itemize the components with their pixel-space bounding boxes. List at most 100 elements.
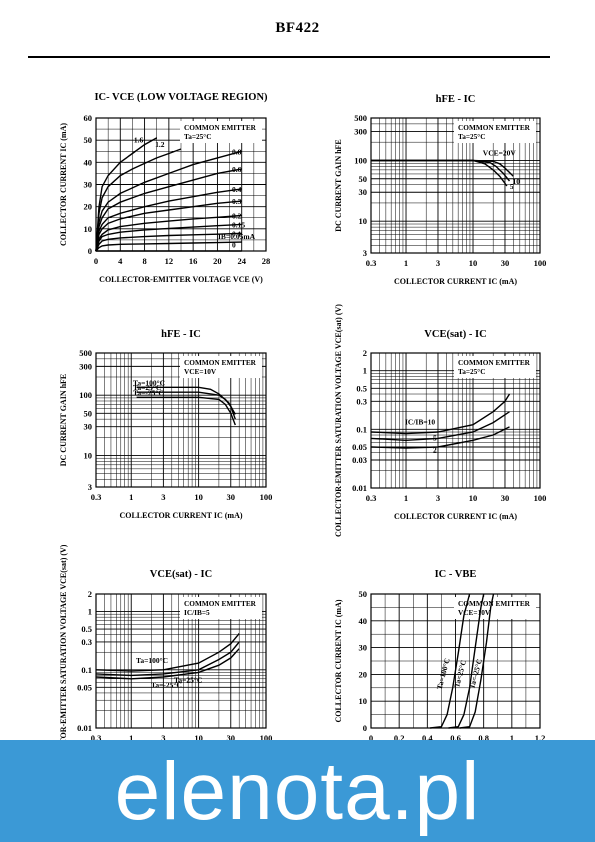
x-tick-label: 30 (227, 733, 236, 743)
x-tick-label: 3 (161, 733, 165, 743)
series-label: Ta=25°C (174, 676, 202, 685)
series-line (448, 593, 485, 729)
y-tick-label: 0.03 (352, 455, 367, 465)
series-line (371, 159, 508, 187)
y-tick-label: 50 (359, 174, 368, 184)
annotation-text: COMMON EMITTER (184, 358, 257, 367)
series-label: Ta=100°C (136, 656, 168, 665)
series-label: Ta=-25°C (151, 680, 182, 689)
series-line (95, 214, 242, 252)
x-tick-label: 30 (501, 493, 510, 503)
series-line (95, 223, 242, 252)
x-tick-label: 20 (213, 256, 222, 266)
annotation-text: Ta=25°C (458, 132, 486, 141)
x-tick-label: 28 (262, 256, 271, 266)
y-tick-label: 0.05 (77, 682, 92, 692)
x-tick-label: 10 (194, 733, 203, 743)
y-tick-label: 10 (359, 216, 368, 226)
chart-title: IC - VBE (435, 569, 477, 580)
chart-title: hFE - IC (161, 329, 201, 340)
series-line (370, 411, 510, 442)
y-tick-label: 30 (84, 180, 93, 190)
series-line (95, 188, 242, 252)
annotation-text: COMMON EMITTER (458, 599, 531, 608)
x-tick-label: 0.3 (366, 493, 377, 503)
x-tick-label: 100 (534, 493, 547, 503)
series-label: 0 (232, 241, 236, 250)
y-tick-label: 0.1 (81, 665, 92, 675)
series-line (95, 648, 240, 680)
x-tick-label: 100 (260, 492, 273, 502)
annotation-text: COMMON EMITTER (184, 599, 257, 608)
y-tick-label: 30 (359, 643, 368, 653)
y-tick-label: 0 (88, 246, 92, 256)
annotation-box (180, 356, 262, 378)
series-line (370, 393, 511, 435)
x-tick-label: 8 (142, 256, 146, 266)
series-line (95, 641, 240, 677)
x-axis-label: COLLECTOR CURRENT IC (mA) (119, 511, 242, 520)
series-label: 5 (433, 433, 437, 442)
x-tick-label: 0 (369, 733, 373, 743)
series-line (95, 633, 240, 672)
plot-frame (95, 593, 267, 729)
y-tick-label: 300 (354, 126, 367, 136)
plot-frame (370, 117, 541, 254)
plot-frame (370, 352, 541, 489)
y-axis-label: COLLECTOR-EMITTER SATURATION VOLTAGE VCE… (59, 544, 68, 777)
annotation-text: COMMON EMITTER (184, 123, 257, 132)
series-label: Ta=100°C (435, 657, 452, 690)
chart-title: VCE(sat) - IC (150, 569, 212, 580)
y-tick-label: 60 (84, 113, 93, 123)
series-label: IC/IB=10 (405, 418, 435, 427)
plot-frame (370, 593, 541, 729)
series-label: Ta=-25°C (133, 388, 164, 397)
x-tick-label: 12 (165, 256, 174, 266)
x-tick-label: 0.2 (394, 733, 405, 743)
x-tick-label: 1.2 (535, 733, 546, 743)
y-tick-label: 10 (359, 696, 368, 706)
y-tick-label: 40 (359, 616, 368, 626)
y-tick-label: 500 (79, 348, 92, 358)
y-tick-label: 100 (354, 155, 367, 165)
annotation-box (454, 121, 536, 143)
series-line (136, 396, 236, 426)
y-tick-label: 30 (84, 422, 93, 432)
series-line (95, 168, 242, 252)
x-tick-label: 16 (189, 256, 198, 266)
series-line (95, 232, 242, 252)
series-label: 1.2 (155, 140, 165, 149)
x-tick-label: 1 (129, 733, 133, 743)
series-label: 0.15 (232, 220, 245, 229)
y-tick-label: 50 (84, 135, 93, 145)
series-label: 0.8 (232, 147, 242, 156)
chart-title: IC- VCE (LOW VOLTAGE REGION) (94, 92, 268, 103)
x-tick-label: 0.3 (91, 492, 102, 502)
watermark-text: elenota.pl (114, 746, 481, 837)
x-tick-label: 1 (404, 258, 408, 268)
y-axis-label: COLLECTOR CURRENT IC (mA) (334, 599, 343, 722)
y-axis-label: COLLECTOR-EMITTER SATURATION VOLTAGE VCE… (334, 304, 343, 537)
y-tick-label: 100 (79, 390, 92, 400)
y-tick-label: 2 (363, 348, 367, 358)
series-line (95, 137, 158, 252)
series-line (95, 200, 242, 252)
x-tick-label: 4 (118, 256, 123, 266)
annotation-text: VCE=10V (458, 608, 491, 617)
series-label: 0.1 (232, 229, 242, 238)
annotation-text: IC/IB=5 (184, 608, 210, 617)
x-tick-label: 1 (510, 733, 514, 743)
series-label: 10 (512, 177, 520, 186)
chart-title: hFE - IC (436, 94, 476, 105)
y-tick-label: 0.5 (81, 624, 92, 634)
series-label: 0.4 (232, 185, 242, 194)
x-axis-label: COLLECTOR CURRENT IC (mA) (394, 512, 517, 521)
x-tick-label: 10 (469, 493, 478, 503)
series-label: 1.6 (134, 135, 144, 144)
annotation-text: COMMON EMITTER (458, 123, 531, 132)
series-label: 0.6 (232, 165, 242, 174)
y-tick-label: 50 (84, 408, 93, 418)
